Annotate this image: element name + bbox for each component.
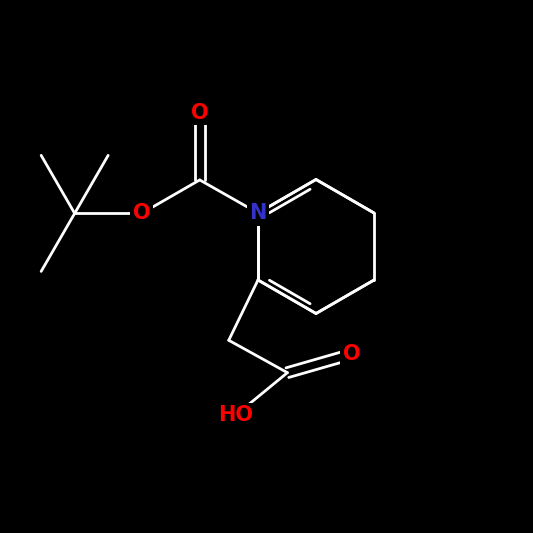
Text: O: O (191, 103, 208, 123)
Text: N: N (249, 203, 266, 223)
Text: HO: HO (218, 405, 253, 425)
Text: O: O (343, 344, 361, 364)
Text: O: O (133, 204, 150, 223)
